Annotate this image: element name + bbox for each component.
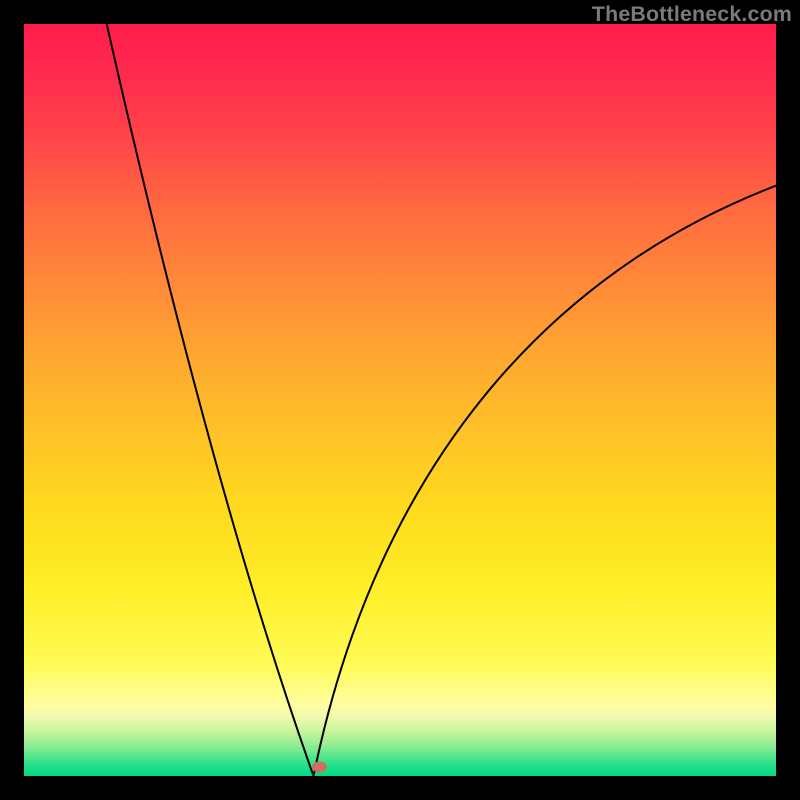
plot-svg — [24, 24, 776, 776]
stage: TheBottleneck.com — [0, 0, 800, 800]
plot-area — [24, 24, 776, 776]
gradient-background — [24, 24, 776, 776]
bottleneck-marker — [312, 761, 327, 772]
watermark-text: TheBottleneck.com — [592, 2, 792, 27]
